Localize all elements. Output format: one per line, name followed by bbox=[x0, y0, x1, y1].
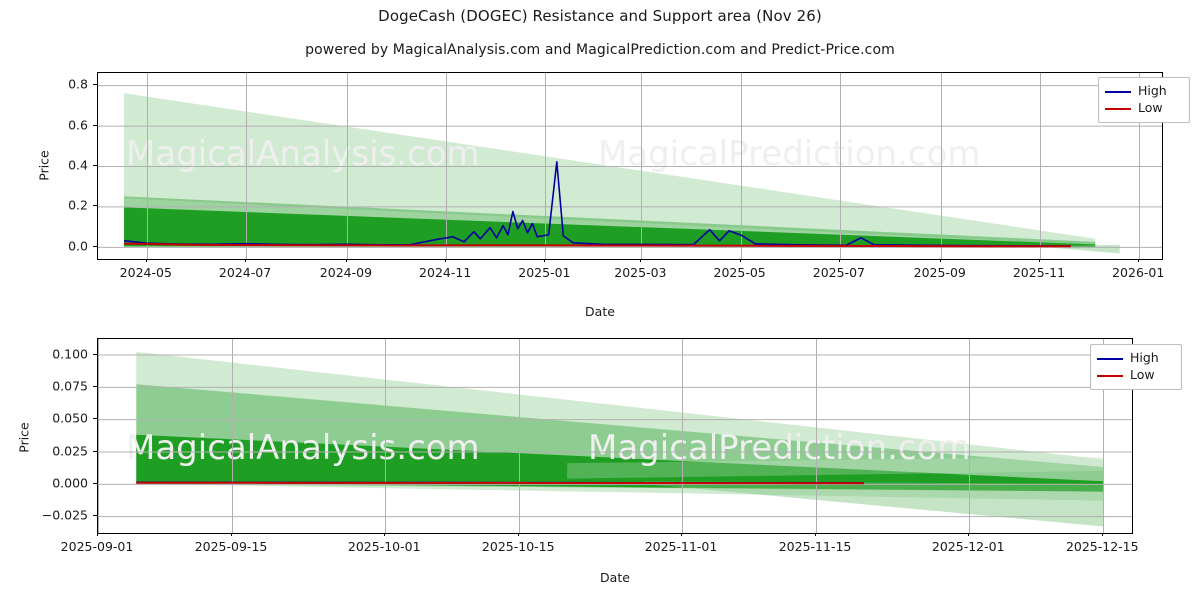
y-tick-mark bbox=[93, 205, 97, 207]
x-tick-label: 2024-11 bbox=[419, 265, 472, 280]
x-tick-mark bbox=[640, 258, 641, 262]
x-tick-label: 2025-10-15 bbox=[481, 539, 555, 554]
x-tick-label: 2025-12-01 bbox=[931, 539, 1005, 554]
watermark-text: MagicalPrediction.com bbox=[598, 134, 981, 174]
y-tick-label: 0.025 bbox=[52, 443, 88, 459]
axis-label-price-bottom: Price bbox=[16, 422, 32, 453]
legend-item-low: Low bbox=[1105, 100, 1181, 117]
y-tick-mark bbox=[93, 515, 97, 517]
x-tick-label: 2025-03 bbox=[614, 265, 667, 280]
x-tick-label: 2024-05 bbox=[119, 265, 172, 280]
plot-canvas: MagicalAnalysis.com MagicalPrediction.com bbox=[98, 339, 1132, 533]
x-tick-label: 2025-10-01 bbox=[347, 539, 421, 554]
band-support-core bbox=[124, 207, 1096, 247]
legend-line-low-icon bbox=[1105, 107, 1131, 110]
x-tick-label: 2024-09 bbox=[319, 265, 373, 280]
y-tick-mark bbox=[93, 165, 97, 166]
x-tick-mark bbox=[968, 532, 969, 536]
y-tick-mark bbox=[93, 450, 97, 452]
y-tick-label: 0.8 bbox=[68, 76, 88, 92]
legend-label-high: High bbox=[1138, 83, 1167, 99]
x-tick-label: 2025-11-15 bbox=[778, 539, 852, 554]
x-tick-label: 2025-09 bbox=[913, 265, 966, 280]
x-tick-mark bbox=[839, 258, 840, 262]
series-line-low bbox=[124, 242, 1071, 248]
x-tick-mark bbox=[815, 532, 816, 536]
x-tick-mark bbox=[384, 532, 385, 536]
plot-canvas: MagicalAnalysis.com MagicalPrediction.com… bbox=[98, 73, 1162, 259]
y-tick-label: 0.4 bbox=[68, 157, 88, 173]
x-tick-label: 2025-09-01 bbox=[60, 539, 134, 554]
legend-line-high-icon bbox=[1097, 357, 1123, 360]
legend-label-low: Low bbox=[1130, 367, 1155, 383]
y-tick-label: 0.050 bbox=[52, 410, 88, 426]
y-tick-mark bbox=[93, 482, 97, 484]
x-tick-label: 2025-07 bbox=[812, 265, 865, 280]
band-support-core bbox=[136, 434, 1104, 492]
x-tick-mark bbox=[544, 258, 545, 262]
x-tick-mark bbox=[1102, 532, 1103, 536]
y-tick-mark bbox=[93, 353, 97, 355]
x-tick-label: 2025-11 bbox=[1012, 265, 1066, 280]
y-tick-label: 0.2 bbox=[68, 197, 88, 213]
y-tick-mark bbox=[93, 124, 97, 126]
series-line-low bbox=[136, 481, 864, 485]
band-inner-upper bbox=[124, 196, 1096, 246]
watermark-text: MagicalAnalysis.com bbox=[126, 428, 480, 468]
x-tick-mark bbox=[1138, 258, 1139, 262]
x-tick-label: 2025-05 bbox=[713, 265, 766, 280]
watermark-text: MagicalPrediction.com bbox=[588, 428, 971, 468]
watermark-text: MagicalAnalysis.com bbox=[126, 134, 480, 174]
y-tick-label: 0.6 bbox=[68, 117, 88, 133]
y-tick-label: 0.0 bbox=[68, 238, 88, 254]
band-lower-fan bbox=[643, 481, 1104, 527]
legend-item-high: High bbox=[1105, 83, 1181, 100]
legend-line-high-icon bbox=[1105, 90, 1131, 93]
x-tick-mark bbox=[231, 532, 232, 536]
x-tick-mark bbox=[940, 258, 941, 262]
legend-overview: High Low bbox=[1098, 77, 1190, 123]
chart-panel-overview: MagicalAnalysis.com MagicalPrediction.com… bbox=[97, 72, 1163, 260]
axis-label-price-top: Price bbox=[36, 150, 52, 181]
legend-label-low: Low bbox=[1138, 100, 1163, 116]
x-tick-mark bbox=[681, 532, 682, 536]
y-tick-label: 0.000 bbox=[52, 475, 88, 491]
x-tick-label: 2024-07 bbox=[218, 265, 272, 280]
legend-line-low-icon bbox=[1097, 374, 1123, 377]
x-tick-mark bbox=[445, 258, 446, 262]
x-tick-label: 2025-12-15 bbox=[1065, 539, 1139, 554]
x-tick-label: 2025-11-01 bbox=[644, 539, 718, 554]
x-tick-mark bbox=[146, 258, 147, 262]
y-tick-mark bbox=[93, 385, 97, 387]
axis-label-date-top: Date bbox=[585, 304, 615, 319]
x-tick-mark bbox=[1039, 258, 1040, 262]
x-tick-mark bbox=[97, 532, 98, 536]
legend-item-high: High bbox=[1097, 350, 1173, 367]
x-tick-label: 2025-01 bbox=[518, 265, 571, 280]
x-tick-mark bbox=[245, 258, 246, 262]
legend-zoom: High Low bbox=[1090, 344, 1182, 390]
y-tick-mark bbox=[93, 418, 97, 420]
x-tick-label: 2025-09-15 bbox=[194, 539, 268, 554]
chart-panel-zoom: MagicalAnalysis.com MagicalPrediction.com bbox=[97, 338, 1133, 534]
y-tick-label: 0.100 bbox=[52, 346, 88, 362]
legend-label-high: High bbox=[1130, 350, 1159, 366]
page-title: DogeCash (DOGEC) Resistance and Support … bbox=[378, 7, 822, 25]
x-tick-label: 2026-01 bbox=[1112, 265, 1165, 280]
legend-item-low: Low bbox=[1097, 367, 1173, 384]
x-tick-mark bbox=[740, 258, 741, 262]
page-subtitle: powered by MagicalAnalysis.com and Magic… bbox=[305, 42, 895, 58]
axis-label-date-bottom: Date bbox=[600, 570, 630, 585]
y-tick-mark bbox=[93, 84, 97, 86]
y-tick-label: −0.025 bbox=[41, 507, 88, 523]
x-tick-mark bbox=[346, 258, 347, 262]
x-tick-mark bbox=[518, 532, 519, 536]
y-tick-label: 0.075 bbox=[52, 378, 88, 394]
y-tick-mark bbox=[93, 245, 97, 247]
